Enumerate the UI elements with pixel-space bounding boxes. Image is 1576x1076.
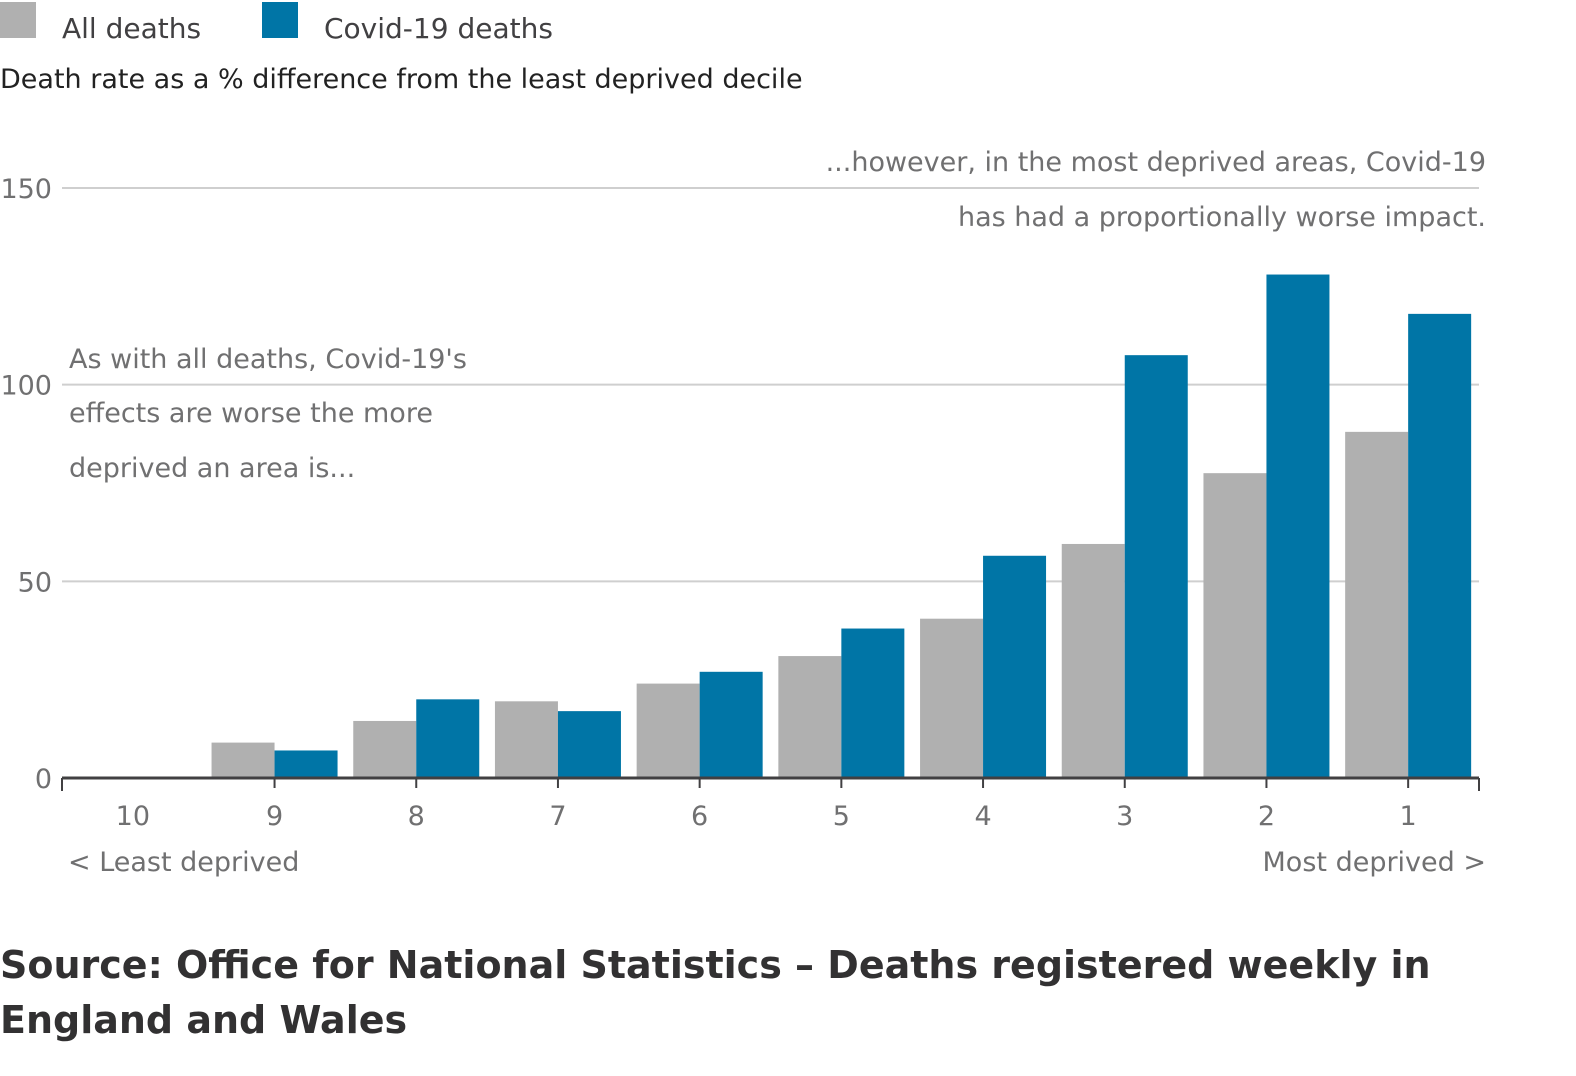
x-tick-label-6: 6	[691, 801, 708, 832]
bar-all-deaths-decile-7	[494, 701, 558, 778]
annotation-left-line-3: deprived an area is...	[69, 453, 355, 484]
annotation-right: ...however, in the most deprived areas, …	[826, 147, 1486, 233]
x-axis	[61, 776, 1480, 791]
x-tick-label-1: 1	[1400, 801, 1417, 832]
legend-label-all-deaths: All deaths	[62, 12, 201, 45]
annotation-left: As with all deaths, Covid-19's effects a…	[69, 344, 467, 484]
bar-covid-deaths-decile-2	[1266, 274, 1330, 778]
legend-swatch-all-deaths	[0, 2, 36, 38]
bar-covid-deaths-decile-7	[557, 711, 621, 778]
x-tick-label-10: 10	[116, 801, 150, 832]
bar-all-deaths-decile-8	[353, 720, 417, 778]
y-tick-label-100: 100	[0, 371, 52, 402]
y-tick-label-150: 150	[0, 174, 52, 205]
bar-all-deaths-decile-3	[1061, 543, 1125, 778]
bar-all-deaths-decile-1	[1345, 431, 1409, 778]
annotation-right-line-1: ...however, in the most deprived areas, …	[826, 147, 1486, 178]
chart: All deaths Covid-19 deaths Death rate as…	[0, 2, 1486, 878]
legend-swatch-covid-deaths	[262, 2, 298, 38]
bar-all-deaths-decile-6	[636, 683, 700, 778]
bar-covid-deaths-decile-5	[841, 628, 905, 778]
x-axis-note-least-deprived: < Least deprived	[68, 847, 299, 878]
x-tick-label-5: 5	[833, 801, 850, 832]
bar-covid-deaths-decile-9	[274, 750, 338, 778]
bar-covid-deaths-decile-6	[699, 671, 763, 778]
bars	[211, 274, 1472, 778]
bar-covid-deaths-decile-3	[1124, 355, 1188, 778]
x-tick-label-3: 3	[1116, 801, 1133, 832]
y-tick-label-50: 50	[18, 567, 52, 598]
bar-covid-deaths-decile-8	[416, 699, 480, 778]
x-tick-label-7: 7	[549, 801, 566, 832]
x-tick-label-9: 9	[266, 801, 283, 832]
x-tick-label-2: 2	[1258, 801, 1275, 832]
x-axis-note-most-deprived: Most deprived >	[1263, 847, 1486, 878]
y-axis-title: Death rate as a % difference from the le…	[0, 64, 803, 95]
y-tick-labels: 0 50 100 150	[0, 174, 52, 795]
annotation-left-line-1: As with all deaths, Covid-19's	[69, 344, 467, 375]
y-tick-label-0: 0	[35, 764, 52, 795]
x-tick-label-8: 8	[408, 801, 425, 832]
x-tick-label-4: 4	[974, 801, 991, 832]
bar-all-deaths-decile-5	[778, 656, 842, 778]
legend: All deaths Covid-19 deaths	[0, 2, 553, 45]
bar-all-deaths-decile-4	[920, 618, 984, 778]
source-note: Source: Office for National Statistics –…	[0, 943, 1431, 1042]
bar-covid-deaths-decile-4	[983, 555, 1047, 778]
legend-label-covid-deaths: Covid-19 deaths	[324, 12, 553, 45]
x-tick-labels: 10 9 8 7 6 5 4 3 2 1	[116, 801, 1417, 832]
bar-all-deaths-decile-2	[1203, 473, 1267, 778]
bar-covid-deaths-decile-1	[1408, 313, 1472, 778]
annotation-left-line-2: effects are worse the more	[69, 398, 433, 429]
annotation-right-line-2: has had a proportionally worse impact.	[958, 202, 1486, 233]
bar-all-deaths-decile-9	[211, 742, 275, 778]
